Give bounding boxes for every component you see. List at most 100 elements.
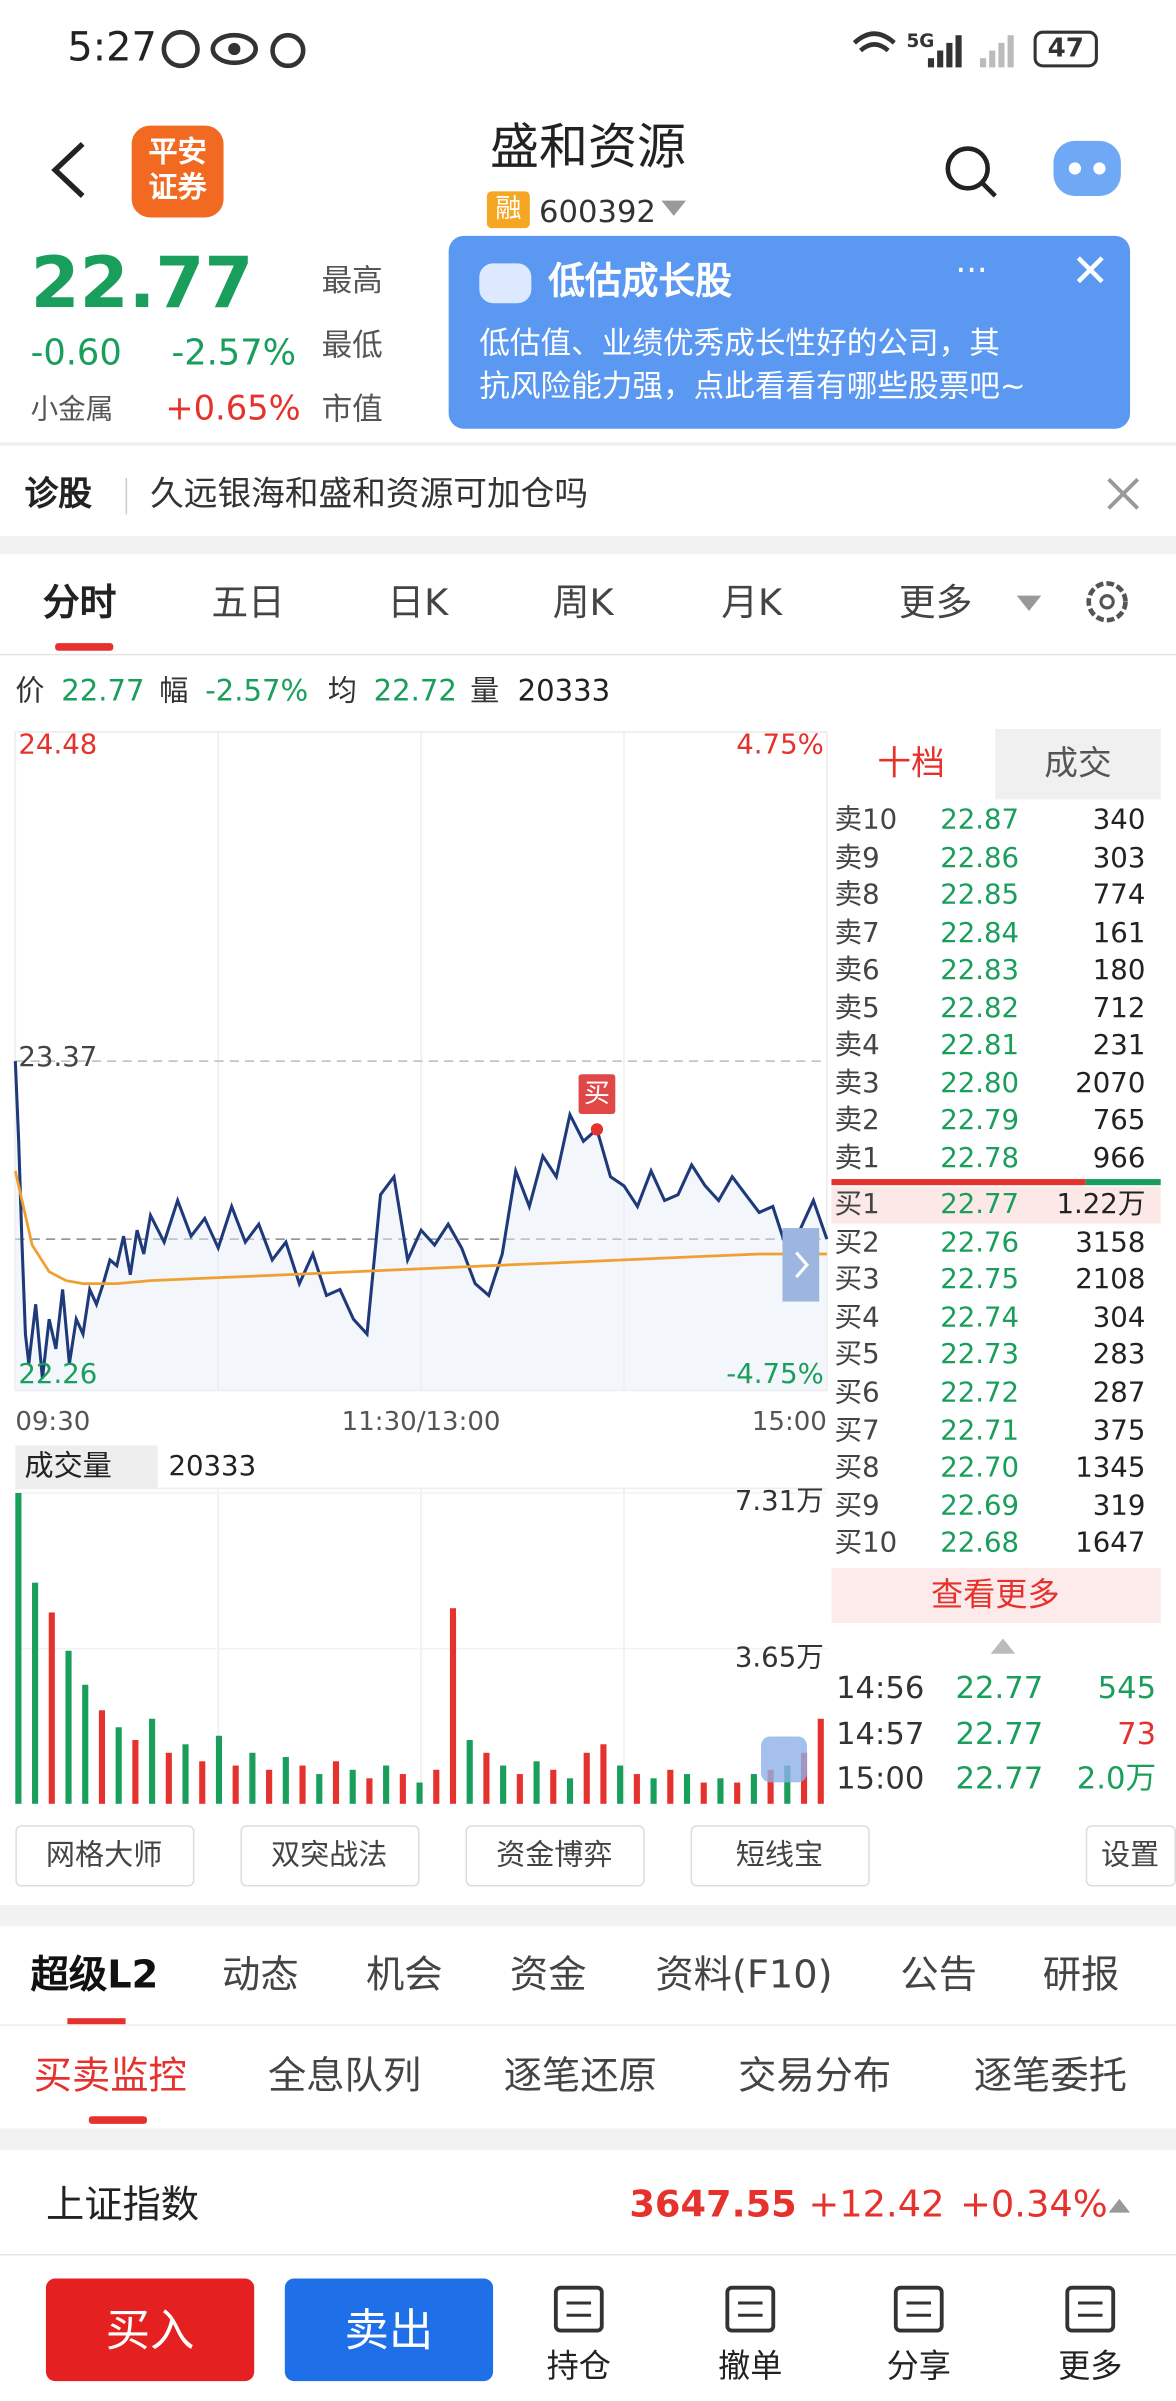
book-price: 22.68 xyxy=(940,1527,1020,1560)
chart-tab[interactable]: 日K xyxy=(387,581,449,625)
book-price: 22.85 xyxy=(940,879,1020,912)
book-tab[interactable]: 成交 xyxy=(1044,745,1112,784)
tool-label[interactable]: 短线宝 xyxy=(735,1838,824,1873)
book-label: 买1 xyxy=(834,1188,880,1221)
chart-tab[interactable]: 更多 xyxy=(898,581,973,625)
volume-selector[interactable] xyxy=(15,1445,158,1489)
popup-close[interactable]: ✕ xyxy=(1071,245,1110,299)
bar-item[interactable]: 更多 xyxy=(1058,2348,1123,2385)
book-volume: 319 xyxy=(1092,1489,1146,1523)
section-tab[interactable]: 公告 xyxy=(900,1952,977,1997)
tool-button[interactable] xyxy=(465,1825,645,1887)
divider xyxy=(0,2254,1176,2256)
book-label: 卖10 xyxy=(834,804,898,837)
sub-tab[interactable]: 交易分布 xyxy=(738,2053,892,2098)
bar-icon xyxy=(725,2285,776,2333)
volume-bar xyxy=(617,1765,624,1804)
book-tab[interactable]: 十档 xyxy=(877,745,945,784)
section-tab[interactable]: 研报 xyxy=(1042,1952,1120,1997)
sub-tab[interactable]: 逐笔还原 xyxy=(503,2053,657,2098)
section-tab[interactable]: 资料(F10) xyxy=(655,1952,833,1997)
sell-label[interactable]: 卖出 xyxy=(344,2303,434,2356)
tool-label[interactable]: 设置 xyxy=(1100,1838,1160,1873)
bar-icon xyxy=(553,2285,604,2333)
popup-title[interactable]: 低估成长股 xyxy=(548,259,732,303)
popup-text[interactable]: 抗风险能力强，点此看看有哪些股票吧~ xyxy=(479,367,1026,405)
active-underline xyxy=(88,2116,147,2124)
bar-item[interactable]: 持仓 xyxy=(546,2348,611,2385)
section-tab[interactable]: 资金 xyxy=(509,1952,587,1997)
buy-marker-label: 买 xyxy=(583,1078,610,1110)
section-tab[interactable]: 超级L2 xyxy=(30,1952,159,1997)
bar-item[interactable]: 分享 xyxy=(886,2348,951,2385)
x-tick-label: 11:30/13:00 xyxy=(341,1406,501,1438)
volume-bar xyxy=(550,1769,557,1804)
sub-tab[interactable]: 逐笔委托 xyxy=(973,2053,1128,2098)
volume-bar xyxy=(500,1765,507,1804)
expand-arrow xyxy=(990,1638,1016,1654)
chart-tab[interactable]: 五日 xyxy=(211,581,285,625)
book-price: 22.77 xyxy=(940,1188,1020,1221)
volume-bar xyxy=(683,1774,691,1804)
change-pct: -2.57% xyxy=(171,334,297,374)
buy-button[interactable] xyxy=(45,2278,255,2382)
volume-bar xyxy=(332,1761,340,1804)
popup-text[interactable]: 低估值、业绩优秀成长性好的公司，其 xyxy=(479,324,1000,362)
info-volume-label: 量 xyxy=(470,674,500,709)
section-tab[interactable]: 动态 xyxy=(222,1952,299,1997)
bar-item[interactable]: 撤单 xyxy=(718,2348,783,2385)
section-tab[interactable]: 机会 xyxy=(365,1952,443,1997)
chart-tab[interactable]: 月K xyxy=(721,581,783,625)
sell-button[interactable] xyxy=(284,2278,494,2382)
sub-tab[interactable]: 买卖监控 xyxy=(33,2053,187,2098)
signal-bar xyxy=(946,42,953,68)
book-volume: 1.22万 xyxy=(1056,1188,1146,1221)
broker-logo-text: 平安 xyxy=(148,135,207,170)
settings-icon xyxy=(1099,594,1115,610)
y-tick-label: 7.31万 xyxy=(734,1485,824,1518)
book-volume: 340 xyxy=(1092,804,1146,837)
sub-tab[interactable]: 全息队列 xyxy=(267,2053,422,2098)
price-area xyxy=(15,1061,827,1391)
index-name[interactable]: 上证指数 xyxy=(45,2182,200,2227)
signal-bar xyxy=(989,50,996,68)
trade-price: 22.77 xyxy=(955,1759,1044,1797)
trade-price: 22.77 xyxy=(955,1714,1044,1751)
tool-button[interactable] xyxy=(240,1825,420,1887)
divider xyxy=(0,2024,1176,2026)
diagnosis-label: 诊股 xyxy=(24,475,92,515)
tool-label[interactable]: 资金博弈 xyxy=(496,1838,613,1873)
book-volume: 304 xyxy=(1092,1301,1146,1334)
tool-button[interactable] xyxy=(1085,1825,1176,1887)
more-button[interactable] xyxy=(831,1568,1161,1624)
book-volume: 3158 xyxy=(1075,1226,1146,1259)
diagnosis-question[interactable]: 久远银海和盛和资源可加仓吗 xyxy=(150,475,589,515)
volume-title[interactable]: 成交量 xyxy=(24,1449,112,1484)
average-line xyxy=(13,1170,827,1286)
tool-button[interactable] xyxy=(15,1825,195,1887)
y-tick-label: 22.26 xyxy=(18,1358,98,1391)
tool-label[interactable]: 双突战法 xyxy=(271,1838,388,1873)
buy-label[interactable]: 买入 xyxy=(105,2303,195,2356)
book-label: 卖6 xyxy=(834,954,880,987)
tool-button[interactable] xyxy=(690,1825,870,1887)
volume-bar xyxy=(15,1492,22,1804)
price-line xyxy=(13,1061,829,1379)
buy-marker xyxy=(590,1123,604,1136)
chart-tab[interactable]: 分时 xyxy=(42,581,117,625)
tool-label[interactable]: 网格大师 xyxy=(45,1838,163,1873)
more-button-label[interactable]: 查看更多 xyxy=(931,1576,1060,1614)
volume-bar xyxy=(165,1752,172,1804)
book-price: 22.70 xyxy=(940,1452,1020,1485)
book-volume: 287 xyxy=(1092,1376,1146,1410)
chart-control xyxy=(761,1736,807,1783)
popup[interactable] xyxy=(448,235,1131,429)
book-volume: 161 xyxy=(1092,916,1146,950)
chart-scroll-arrow xyxy=(795,1251,810,1279)
chart-tab[interactable]: 周K xyxy=(552,581,614,625)
trade-volume: 2.0万 xyxy=(1076,1759,1157,1797)
signal-bar xyxy=(955,35,962,68)
book-volume: 2108 xyxy=(1075,1263,1146,1297)
volume-bar xyxy=(383,1765,390,1804)
volume-bar xyxy=(232,1765,239,1804)
